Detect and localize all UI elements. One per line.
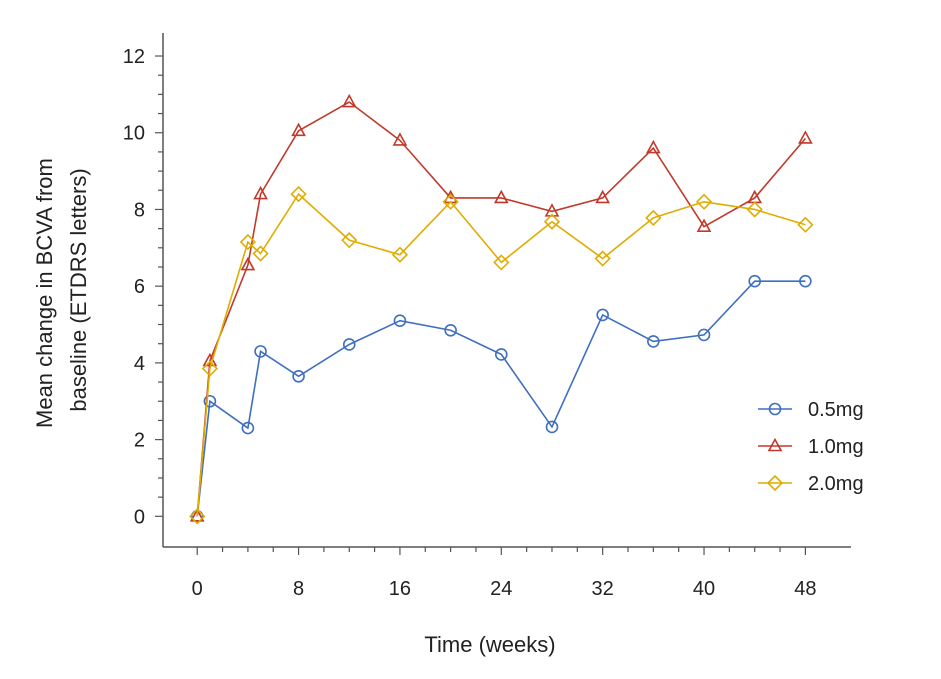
legend-label: 1.0mg	[808, 436, 864, 458]
circle-marker	[697, 328, 711, 342]
y-tick-label: 4	[134, 353, 145, 375]
triangle-marker	[798, 130, 813, 144]
x-tick-label: 24	[490, 578, 512, 600]
x-tick-label: 32	[592, 578, 614, 600]
diamond-marker	[341, 232, 358, 249]
diamond-marker	[746, 201, 763, 218]
series-diamond	[189, 185, 814, 525]
diamond-marker	[493, 254, 510, 271]
diamond-marker	[189, 508, 206, 525]
circle-marker	[596, 308, 609, 322]
x-tick-label: 40	[693, 578, 715, 600]
triangle-marker	[253, 185, 268, 200]
legend-label: 0.5mg	[808, 399, 864, 421]
triangle-marker	[240, 256, 256, 271]
x-tick-label: 8	[293, 578, 304, 600]
x-tick-label: 0	[192, 578, 203, 600]
y-tick-label: 0	[134, 506, 145, 528]
circle-marker	[768, 402, 782, 416]
circle-marker	[444, 323, 457, 337]
diamond-marker	[290, 185, 307, 203]
diamond-marker	[766, 474, 784, 492]
legend-label: 2.0mg	[808, 473, 864, 495]
series-circle	[190, 274, 812, 523]
circle-marker	[393, 314, 407, 327]
diamond-marker	[594, 250, 611, 267]
legend-item: 0.5mg	[758, 399, 864, 421]
x-axis-title: Time (weeks)	[424, 632, 555, 657]
triangle-marker	[696, 218, 712, 233]
triangle-marker	[392, 132, 408, 146]
series-layer	[189, 93, 814, 525]
diamond-marker	[442, 193, 459, 210]
triangle-marker	[189, 508, 205, 522]
diamond-marker	[201, 360, 219, 377]
x-tick-label: 48	[794, 578, 816, 600]
diamond-marker	[391, 246, 409, 263]
triangle-marker	[291, 122, 306, 137]
circle-marker	[292, 370, 305, 383]
y-tick-label: 10	[123, 123, 145, 145]
triangle-marker	[595, 189, 611, 204]
y-axis-title-line-2: baseline (ETDRS letters)	[66, 168, 91, 411]
circle-marker	[799, 274, 812, 288]
y-tick-label: 2	[134, 430, 145, 452]
x-tick-label: 16	[389, 578, 411, 600]
triangle-marker	[544, 203, 560, 217]
y-tick-label: 6	[134, 276, 145, 298]
circle-marker	[545, 420, 559, 434]
circle-marker	[203, 394, 217, 408]
diamond-marker	[645, 209, 662, 227]
legend: 0.5mg 1.0mg 2.0mg	[758, 399, 864, 495]
diamond-marker	[239, 233, 257, 251]
legend-item: 2.0mg	[758, 473, 864, 495]
circle-marker	[494, 348, 508, 361]
circle-marker	[342, 338, 356, 351]
circle-marker	[254, 345, 267, 358]
y-axis-title: Mean change in BCVA from baseline (ETDRS…	[32, 152, 91, 428]
series-line	[196, 280, 806, 517]
triangle-marker	[341, 93, 357, 108]
circle-marker	[647, 335, 660, 348]
y-axis-title-line-1: Mean change in BCVA from	[32, 158, 57, 428]
y-tick-label: 8	[134, 199, 145, 221]
series-triangle	[189, 93, 813, 522]
circle-marker	[748, 274, 762, 288]
triangle-marker	[645, 139, 661, 154]
y-tick-label: 12	[123, 46, 145, 68]
diamond-marker	[797, 216, 814, 233]
circle-marker	[241, 421, 255, 435]
diamond-marker	[543, 213, 561, 230]
legend-item: 1.0mg	[758, 436, 864, 458]
triangle-marker	[767, 437, 783, 452]
diamond-marker	[695, 193, 713, 210]
triangle-marker	[493, 189, 509, 204]
diamond-marker	[252, 245, 269, 262]
series-line	[196, 101, 806, 517]
